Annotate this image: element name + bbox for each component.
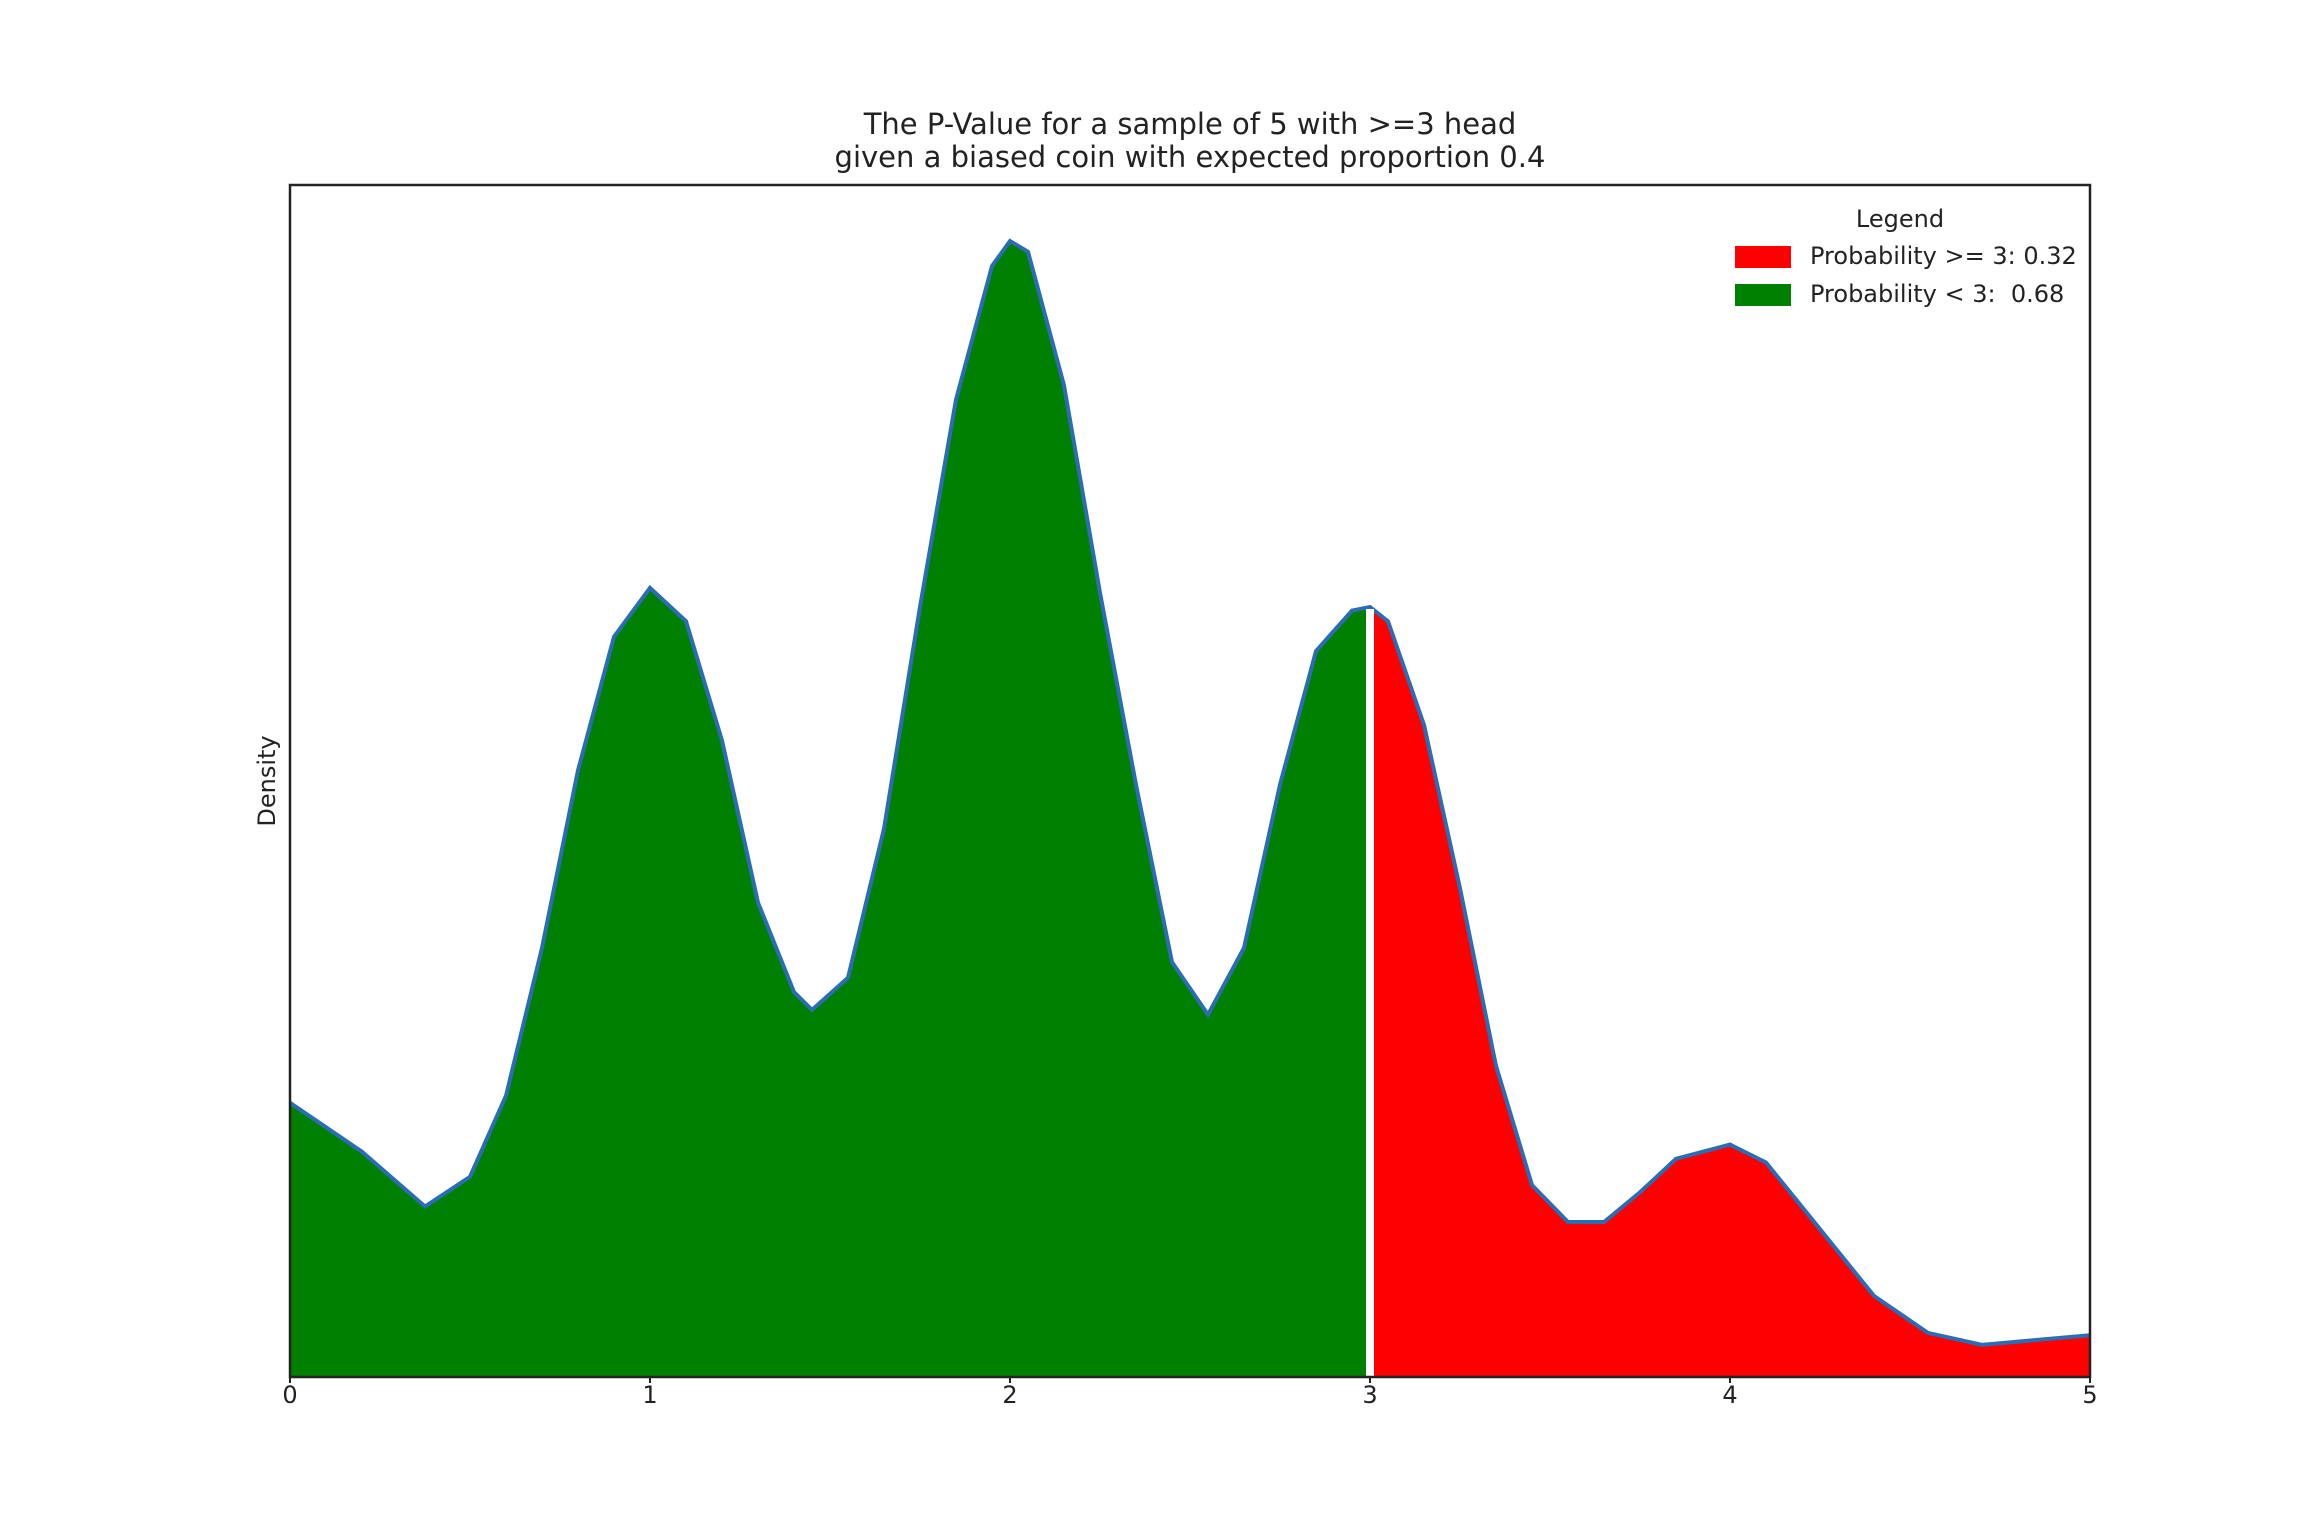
legend-label: Probability >= 3: 0.32 <box>1810 242 2077 270</box>
legend-label: Probability < 3: 0.68 <box>1810 280 2064 308</box>
legend-swatch <box>1735 246 1791 268</box>
chart-title: The P-Value for a sample of 5 with >=3 h… <box>863 107 1517 141</box>
x-tick-label: 5 <box>2082 1381 2097 1409</box>
legend-title: Legend <box>1856 205 1944 233</box>
x-tick-label: 4 <box>1722 1381 1737 1409</box>
chart-subtitle: given a biased coin with expected propor… <box>835 140 1546 174</box>
area-fill <box>1370 606 2090 1377</box>
density-line <box>288 238 2091 1347</box>
area-fill <box>290 241 1370 1377</box>
x-tick-label: 2 <box>1002 1381 1017 1409</box>
plot-frame <box>288 183 2092 1379</box>
x-tick-label: 1 <box>642 1381 657 1409</box>
x-tick-label: 3 <box>1362 1381 1377 1409</box>
legend-swatch <box>1735 284 1791 306</box>
y-axis-label: Density <box>253 735 281 826</box>
x-tick-label: 0 <box>282 1381 297 1409</box>
